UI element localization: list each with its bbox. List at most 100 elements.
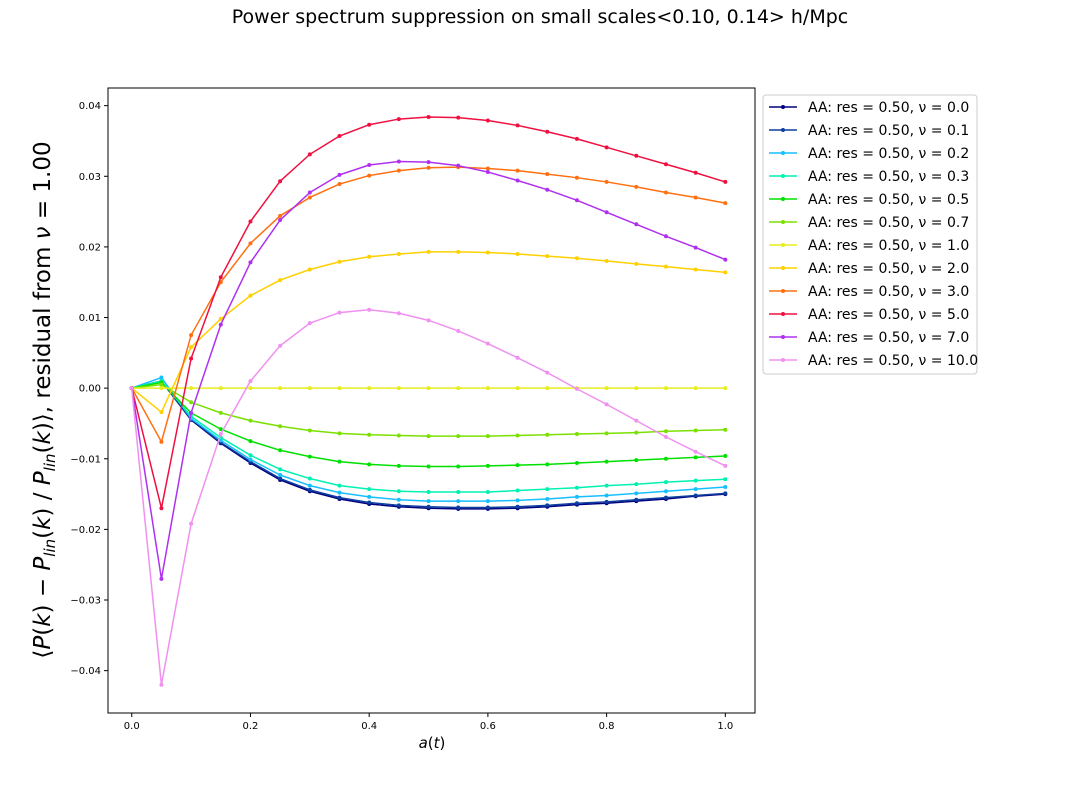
data-point [545, 370, 550, 375]
data-point [723, 179, 728, 184]
data-point [426, 434, 431, 439]
series-10 [129, 159, 728, 581]
data-point [515, 123, 520, 128]
data-point [693, 449, 698, 454]
series-line [131, 381, 726, 468]
data-point [485, 386, 490, 391]
data-point [604, 210, 609, 215]
data-point [545, 254, 550, 259]
legend-item: AA: res = 0.50, ν = 0.5 [769, 192, 969, 208]
data-point [367, 162, 372, 167]
data-point [456, 434, 461, 439]
data-point [159, 682, 164, 687]
svg-text:⟨P(k) − Plin(k) / Plin(k)⟩, re: ⟨P(k) − Plin(k) / Plin(k)⟩, residual fro… [30, 141, 59, 658]
legend-label: AA: res = 0.50, ν = 5.0 [808, 307, 969, 323]
data-point [337, 182, 342, 187]
data-point [426, 165, 431, 170]
data-point [307, 152, 312, 157]
data-point [663, 162, 668, 167]
data-point [456, 489, 461, 494]
data-point [396, 159, 401, 164]
data-point [159, 382, 164, 387]
series-line [130, 309, 726, 686]
data-point [456, 249, 461, 254]
data-point [545, 503, 550, 508]
data-point [307, 476, 312, 481]
data-point [693, 386, 698, 391]
data-point [515, 488, 520, 493]
data-point [218, 410, 223, 415]
legend-swatch-marker [781, 105, 785, 109]
series-4 [129, 380, 728, 469]
data-point [545, 487, 550, 492]
x-tick-label: 0.2 [243, 721, 259, 732]
data-point [426, 386, 431, 391]
x-tick-label: 0.4 [361, 721, 377, 732]
data-point [604, 259, 609, 264]
data-point [159, 576, 164, 581]
data-point [545, 497, 550, 502]
data-point [367, 173, 372, 178]
data-point [663, 264, 668, 269]
data-point [693, 478, 698, 483]
data-point [574, 432, 579, 437]
series-group [129, 114, 728, 687]
data-point [189, 386, 194, 391]
data-point [634, 386, 639, 391]
series-6 [129, 386, 728, 391]
data-point [545, 432, 550, 437]
plot-area-frame [107, 87, 756, 714]
data-point [723, 453, 728, 458]
data-point [278, 386, 283, 391]
data-point [248, 219, 253, 224]
data-point [367, 462, 372, 467]
data-point [159, 439, 164, 444]
data-point [307, 454, 312, 459]
data-point [396, 489, 401, 494]
legend-label: AA: res = 0.50, ν = 0.7 [808, 215, 969, 231]
data-point [278, 424, 283, 429]
x-tick-label: 0.8 [599, 721, 615, 732]
data-point [515, 251, 520, 256]
data-point [515, 178, 520, 183]
data-point [307, 487, 312, 492]
data-point [129, 386, 134, 391]
legend-item: AA: res = 0.50, ν = 10.0 [769, 353, 978, 369]
data-point [307, 483, 312, 488]
legend-swatch-marker [781, 220, 785, 224]
legend-item: AA: res = 0.50, ν = 0.3 [769, 169, 969, 185]
data-point [574, 485, 579, 490]
data-point [456, 464, 461, 469]
data-point [248, 386, 253, 391]
x-tick-label: 0.6 [480, 721, 496, 732]
data-point [278, 473, 283, 478]
legend-box [762, 94, 978, 375]
series-3 [129, 379, 728, 494]
series-11 [129, 307, 728, 687]
series-9 [129, 114, 728, 511]
legend-label: AA: res = 0.50, ν = 2.0 [808, 261, 969, 277]
legend-label: AA: res = 0.50, ν = 10.0 [808, 353, 978, 369]
legend-label: AA: res = 0.50, ν = 0.1 [808, 123, 969, 139]
data-point [367, 386, 372, 391]
data-point [337, 490, 342, 495]
data-point [485, 341, 490, 346]
data-point [307, 267, 312, 272]
legend-item: AA: res = 0.50, ν = 2.0 [769, 261, 969, 277]
data-point [723, 270, 728, 275]
data-point [248, 241, 253, 246]
data-point [307, 190, 312, 195]
legend-swatch-marker [781, 174, 785, 178]
data-point [278, 213, 283, 218]
data-point [723, 463, 728, 468]
data-point [278, 179, 283, 184]
data-point [396, 433, 401, 438]
data-point [604, 386, 609, 391]
data-point [337, 310, 342, 315]
legend-item: AA: res = 0.50, ν = 0.0 [769, 100, 969, 116]
data-point [159, 506, 164, 511]
data-point [337, 431, 342, 436]
data-point [218, 322, 223, 327]
data-point [456, 386, 461, 391]
data-point [189, 410, 194, 415]
